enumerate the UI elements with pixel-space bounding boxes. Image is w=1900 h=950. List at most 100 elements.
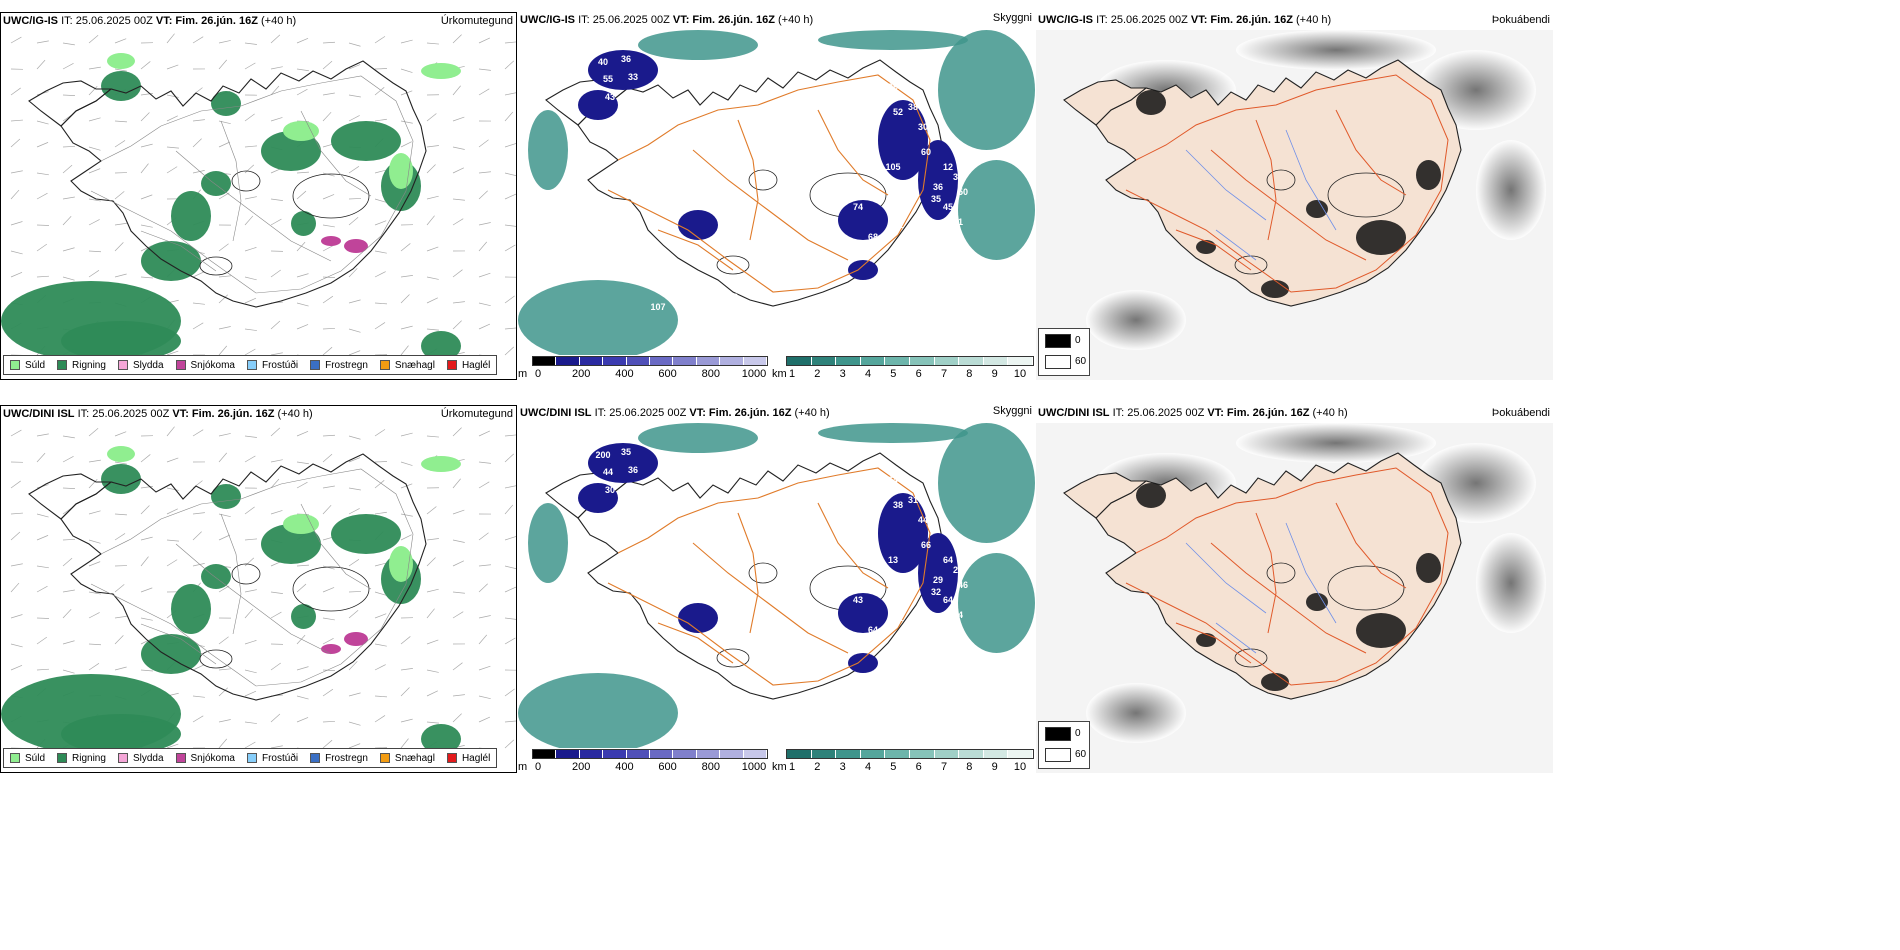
visibility-colorbar-tick: 6 [915,761,922,773]
visibility-colorbar-step [909,357,935,365]
legend-swatch [379,360,390,370]
panel-title: UWC/IG-IS IT: 25.06.2025 00Z VT: Fim. 26… [520,14,814,26]
ceiling-value-label: 69 [863,685,873,695]
ceiling-value-label: 42 [908,665,918,675]
legend-label: Súld [25,359,46,371]
legend-swatch [310,360,321,370]
panel-fog-igis: UWC/IG-IS IT: 25.06.2025 00Z VT: Fim. 26… [1036,12,1553,380]
visibility-colorbar-step [983,750,1009,758]
fog-swatch-0 [1045,334,1071,348]
ceiling-value-label: 39 [933,222,943,232]
ceiling-colorbar-step [673,357,697,365]
visibility-colorbar-step [811,750,837,758]
legend-label: Rigning [72,752,106,764]
ceiling-colorbar-step [579,357,604,365]
visibility-colorbar-tick: 5 [890,368,897,380]
ceiling-colorbar-tick: 600 [658,761,677,773]
legend-swatch [175,753,186,763]
ceiling-value-label: 43 [853,595,863,605]
ceiling-value-label: 105 [885,162,900,172]
visibility-colorbar-ramp [786,749,1034,759]
legend-swatch [57,753,68,763]
field-name: Skyggni [992,12,1032,24]
visibility-colorbar-unit: km [772,368,787,380]
ceiling-colorbar-tick: 1000 [741,761,767,773]
fog-swatch-60 [1045,355,1071,369]
visibility-colorbar-tick: 8 [966,761,973,773]
panel-fog-dini: UWC/DINI ISL IT: 25.06.2025 00Z VT: Fim.… [1036,405,1553,773]
ceiling-value-label: 53 [833,590,843,600]
ceiling-value-label: 31 [908,495,918,505]
ceiling-value-label: 28 [953,565,963,575]
ceiling-value-label: 38 [908,102,918,112]
legend-swatch [10,753,20,763]
ceiling-colorbar-ramp [532,356,768,366]
ceiling-colorbar-tick: 400 [615,368,634,380]
visibility-colorbar-tick: 9 [991,368,998,380]
visibility-colorbar-step [959,750,984,758]
ceiling-colorbar-step [650,750,674,758]
ceiling-value-label: 44 [918,515,928,525]
legend-label: Haglél [461,359,491,371]
ceiling-value-label: 10 [743,312,753,322]
visibility-colorbar-tick: 6 [915,368,922,380]
visibility-colorbar-tick: 10 [1013,368,1027,380]
visibility-colorbar-tick: 4 [864,368,872,380]
legend-label: Frostregn [325,752,368,764]
ceiling-value-label: 44 [603,467,613,477]
ceiling-value-label: 35 [923,237,933,247]
ceiling-value-label: 43 [605,92,615,102]
ceiling-value-label: 103 [590,42,605,52]
ceiling-value-label: 36 [628,465,638,475]
ceiling-value-label: 36 [933,182,943,192]
visibility-colorbar-step [787,750,812,758]
ceiling-value-label: 51 [858,635,868,645]
ceiling-value-label: 242 [590,435,605,445]
visibility-colorbar-tick: 2 [814,761,821,773]
ceiling-colorbar-tick: 800 [701,761,720,773]
visibility-colorbar-tick: 7 [940,761,948,773]
legend-item-frostúði: Frostúði [246,360,298,371]
ceiling-value-label: 66 [921,540,931,550]
panel-title: UWC/DINI ISL IT: 25.06.2025 00Z VT: Fim.… [3,408,313,420]
legend-swatch [310,753,321,763]
ceiling-value-label: 45 [943,202,953,212]
fog-label-60: 60 [1075,749,1087,760]
ceiling-colorbar-tick: 800 [701,368,720,380]
panel-visibility-dini: UWC/DINI ISL IT: 25.06.2025 00Z VT: Fim.… [518,405,1035,773]
ceiling-value-label: 200 [595,450,610,460]
fog-legend: 0 60 [1038,328,1090,376]
ceiling-value-label: 53 [743,715,753,725]
ceiling-colorbar-step [533,750,557,758]
ceiling-value-label: 60 [908,272,918,282]
visibility-colorbar-tick: 5 [890,761,897,773]
visibility-colorbar: km 1 2 3 4 5 6 7 8 9 10 [772,745,1034,773]
panel-title: UWC/DINI ISL IT: 25.06.2025 00Z VT: Fim.… [520,407,830,419]
legend-swatch [246,360,257,370]
visibility-colorbar-step [909,750,935,758]
field-name: Þokuábendi [1491,407,1550,419]
ceiling-colorbar-step [626,357,651,365]
legend-label: Slydda [132,359,164,371]
ceiling-value-label: 44 [643,107,653,117]
ceiling-colorbar-step [650,357,674,365]
ceiling-colorbar-step [673,750,697,758]
ceiling-value-label: 40 [598,57,608,67]
ceiling-value-label: 35 [931,194,941,204]
legend-item-snæhagl: Snæhagl [379,360,435,371]
ceiling-colorbar-step [743,750,768,758]
panel-title: UWC/IG-IS IT: 25.06.2025 00Z VT: Fim. 26… [3,15,297,27]
ceiling-value-label: 33 [628,72,638,82]
ceiling-colorbar-step [603,750,627,758]
fog-label-60: 60 [1075,356,1087,367]
legend-item-frostregn: Frostregn [310,753,368,764]
legend-item-haglél: Haglél [446,753,490,764]
legend-swatch [117,360,128,370]
ceiling-colorbar: m 0 200 400 600 800 1000 [518,352,768,380]
visibility-colorbar-step [934,357,960,365]
ceiling-value-label: 33 [943,232,953,242]
visibility-colorbar-step [860,357,886,365]
ceiling-value-label: 55 [943,625,953,635]
fog-label-0: 0 [1075,728,1081,739]
